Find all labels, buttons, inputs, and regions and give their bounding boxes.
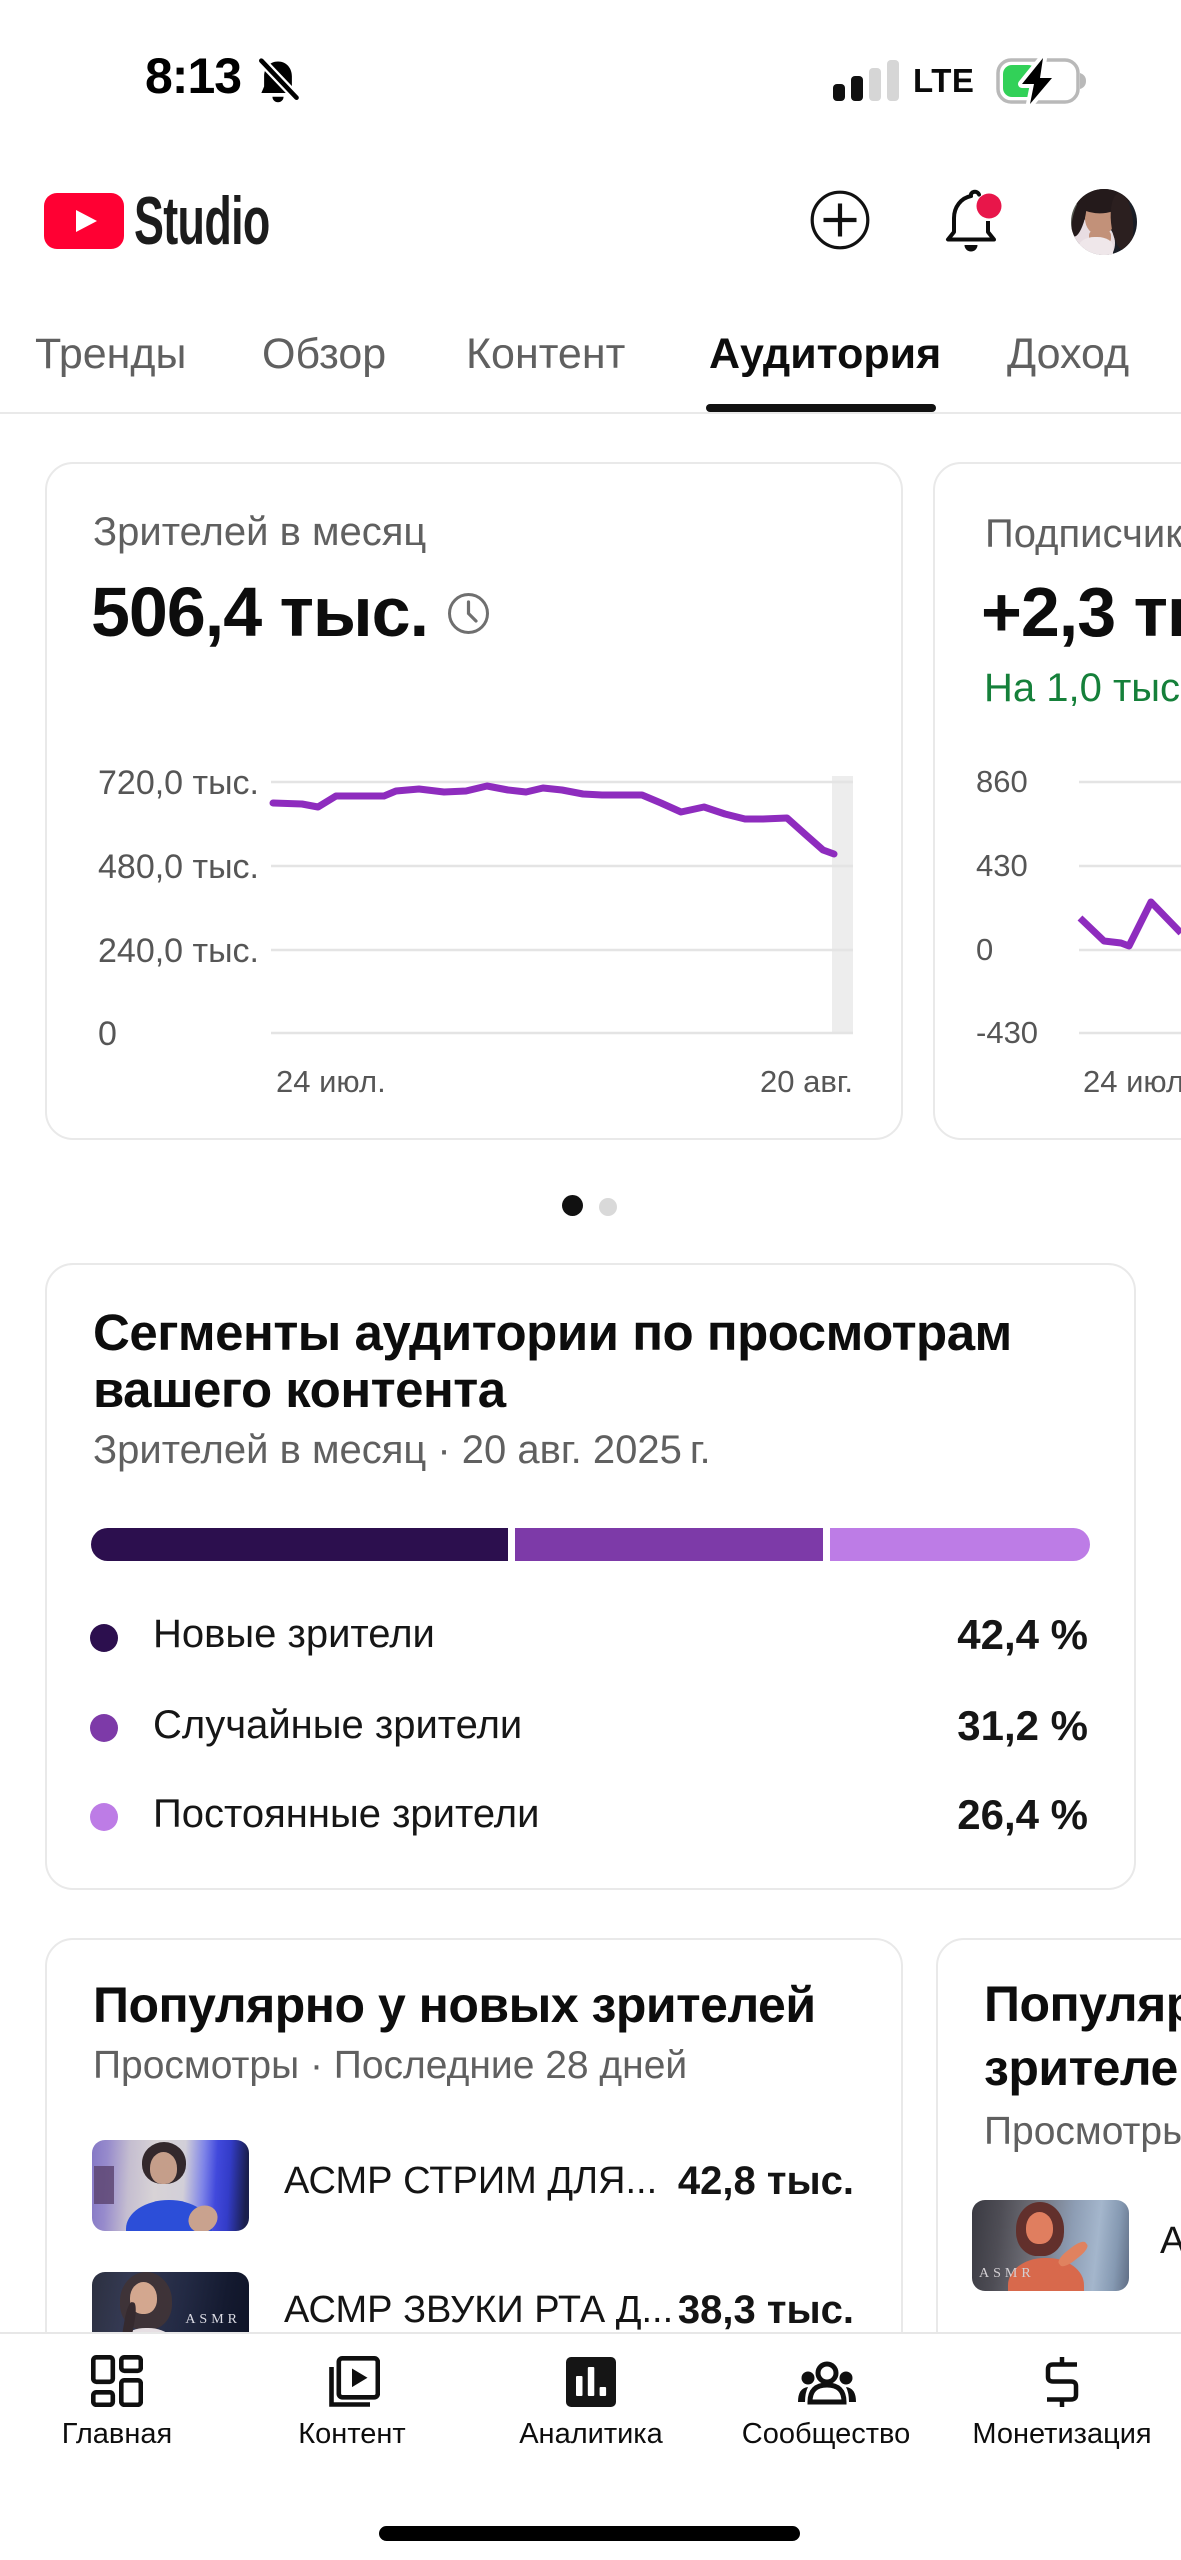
- svg-text:24 июл.: 24 июл.: [1083, 1064, 1181, 1099]
- svg-text:0: 0: [98, 1015, 117, 1053]
- svg-text:860: 860: [976, 764, 1028, 799]
- svg-text:0: 0: [976, 932, 993, 967]
- svg-text:24 июл.: 24 июл.: [276, 1064, 386, 1099]
- svg-text:240,0 тыс.: 240,0 тыс.: [98, 932, 259, 970]
- svg-text:430: 430: [976, 848, 1028, 883]
- svg-text:480,0 тыс.: 480,0 тыс.: [98, 848, 259, 886]
- svg-text:-430: -430: [976, 1015, 1038, 1050]
- svg-text:720,0 тыс.: 720,0 тыс.: [98, 764, 259, 802]
- svg-text:20 авг.: 20 авг.: [760, 1064, 853, 1099]
